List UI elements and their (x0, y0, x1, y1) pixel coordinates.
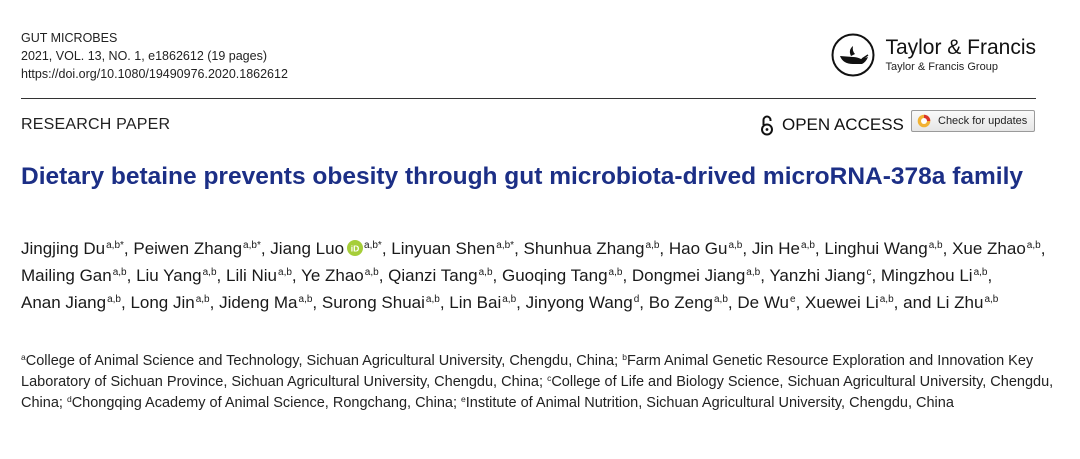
journal-volume: 2021, VOL. 13, NO. 1, e1862612 (19 pages… (21, 49, 268, 63)
author-name[interactable]: Dongmei Jianga,b (631, 266, 761, 285)
author-name[interactable]: Jingjing Dua,b* (21, 239, 124, 258)
check-updates-icon (917, 114, 931, 128)
affiliations: aCollege of Animal Science and Technolog… (21, 352, 1054, 411)
author-name[interactable]: Xue Zhaoa,b (952, 239, 1041, 258)
author-name[interactable]: Mingzhou Lia,b (880, 266, 988, 285)
author-name[interactable]: Liu Yanga,b (136, 266, 217, 285)
author-affiliation-mark: d (633, 294, 640, 305)
svg-text:iD: iD (351, 243, 360, 253)
author-affiliation-mark: a,b (879, 294, 894, 305)
author-name[interactable]: Xuewei Lia,b (805, 293, 894, 312)
author-affiliation-mark: a,b (801, 240, 815, 251)
author-affiliation-mark: a,b (107, 294, 121, 305)
author-affiliation-mark: a,b (425, 294, 440, 305)
affiliation-text: Farm Animal Genetic Resource Exploration… (21, 353, 1034, 390)
author-affiliation-mark: a,b (928, 240, 943, 251)
author-name[interactable]: Linghui Wanga,b (824, 239, 943, 258)
author-name[interactable]: Jinyong Wangd (525, 293, 640, 312)
journal-info: GUT MICROBES 2021, VOL. 13, NO. 1, e1862… (21, 29, 288, 83)
author-name[interactable]: Anan Jianga,b (21, 293, 121, 312)
affiliation-text: College of Life and Biology Science, Sic… (21, 374, 1054, 411)
author-affiliation-mark: a,b (984, 294, 999, 305)
author-name[interactable]: Mailing Gana,b (21, 266, 127, 285)
paper-title: Dietary betaine prevents obesity through… (21, 163, 1023, 190)
author-affiliation-mark: c (866, 267, 872, 278)
author-name[interactable]: Linyuan Shena,b* (391, 239, 515, 258)
author-list: Jingjing Dua,b*, Peiwen Zhanga,b*, Jiang… (21, 239, 1046, 312)
author-affiliation-mark: a,b (746, 267, 761, 278)
affiliation-text: Chongqing Academy of Animal Science, Ron… (71, 395, 453, 411)
author-affiliation-mark: a,b (278, 267, 292, 278)
affiliation-mark: d (66, 394, 72, 404)
author-affiliation-mark: e (790, 294, 796, 305)
publisher-logo[interactable]: Taylor & Francis Taylor & Francis Group (831, 33, 1036, 77)
author-name[interactable]: Yanzhi Jiangc (769, 266, 872, 285)
affiliation-text: College of Animal Science and Technology… (25, 353, 615, 369)
author-affiliation-mark: a,b (478, 267, 493, 278)
author-affiliation-mark: a,b (1026, 240, 1041, 251)
check-updates-label: Check for updates (938, 115, 1028, 127)
author-name[interactable]: Shunhua Zhanga,b (523, 239, 660, 258)
author-affiliation-mark: a,b* (496, 240, 515, 251)
author-affiliation-mark: a,b (728, 240, 743, 251)
author-name[interactable]: Hao Gua,b (668, 239, 743, 258)
author-affiliation-mark: a,b* (106, 240, 124, 251)
author-name[interactable]: Bo Zenga,b (648, 293, 728, 312)
author-name[interactable]: De Wue (737, 293, 796, 312)
affiliation-mark: e (461, 394, 466, 404)
publisher-name: Taylor & Francis (885, 35, 1036, 59)
author-affiliation-mark: a,b (608, 267, 623, 278)
author-name[interactable]: Jin Hea,b (751, 239, 815, 258)
journal-doi-link[interactable]: https://doi.org/10.1080/19490976.2020.18… (21, 67, 288, 81)
orcid-icon[interactable]: iD (347, 240, 364, 256)
check-updates-button[interactable]: Check for updates (911, 110, 1035, 132)
author-name[interactable]: Jideng Maa,b (219, 293, 313, 312)
paper-type: RESEARCH PAPER (21, 116, 171, 133)
author-name[interactable]: Guoqing Tanga,b (501, 266, 623, 285)
author-name[interactable]: Lin Baia,b (449, 293, 517, 312)
author-affiliation-mark: a,b (502, 294, 517, 305)
author-name[interactable]: Lili Niua,b (225, 266, 292, 285)
publisher-group: Taylor & Francis Group (885, 60, 998, 73)
author-affiliation-mark: a,b (714, 294, 728, 305)
header-divider (21, 98, 1036, 99)
affiliation-mark: a (21, 352, 26, 362)
author-affiliation-mark: a,b (298, 294, 313, 305)
lamp-logo-icon (831, 33, 875, 77)
author-name[interactable]: Qianzi Tanga,b (388, 266, 493, 285)
author-name[interactable]: Ye Zhaoa,b (301, 266, 379, 285)
author-name[interactable]: Li Zhua,b (936, 293, 999, 312)
author-affiliation-mark: a,b (645, 240, 660, 251)
author-affiliation-mark: a,b (973, 267, 988, 278)
affiliation-mark: c (547, 373, 552, 383)
journal-name: GUT MICROBES (21, 31, 118, 45)
open-lock-icon (761, 115, 773, 136)
author-affiliation-mark: a,b* (243, 240, 261, 251)
open-access-badge: OPEN ACCESS (760, 114, 904, 136)
author-affiliation-mark: a,b* (364, 240, 382, 251)
author-name[interactable]: Long Jina,b (130, 293, 210, 312)
affiliation-mark: b (622, 352, 627, 362)
author-affiliation-mark: a,b (202, 267, 217, 278)
open-access-label: OPEN ACCESS (782, 115, 904, 134)
author-name[interactable]: Jiang Luo iD a,b* (270, 239, 382, 258)
author-affiliation-mark: a,b (195, 294, 210, 305)
author-affiliation-mark: a,b (112, 267, 127, 278)
author-name[interactable]: Peiwen Zhanga,b* (133, 239, 261, 258)
affiliation-text: Institute of Animal Nutrition, Sichuan A… (465, 395, 954, 411)
author-affiliation-mark: a,b (364, 267, 379, 278)
author-name[interactable]: Surong Shuaia,b (321, 293, 440, 312)
